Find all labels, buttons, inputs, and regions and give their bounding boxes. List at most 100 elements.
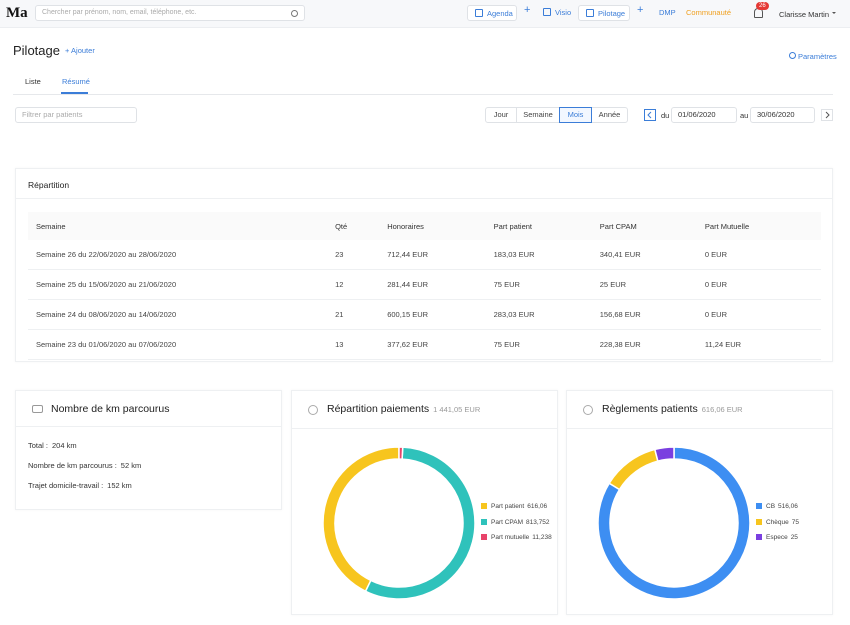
table-row: Semaine 26 du 22/06/2020 au 28/06/2020 23… — [28, 240, 821, 270]
next-period[interactable] — [821, 109, 833, 121]
nav-dmp[interactable]: DMP — [659, 5, 676, 21]
tab-underline — [61, 92, 88, 94]
card-icon — [583, 405, 593, 415]
table-cell: Semaine 26 du 22/06/2020 au 28/06/2020 — [28, 240, 336, 270]
legend-swatch — [481, 534, 487, 540]
table-cell: 0 EUR — [704, 269, 821, 300]
legend-value: 75 — [791, 518, 800, 526]
add-button[interactable]: + Ajouter — [65, 46, 95, 55]
arrow-icon — [647, 111, 652, 119]
table-cell: 0 EUR — [704, 240, 821, 270]
filter-placeholder: Filtrer par patients — [22, 110, 83, 119]
settings-icon — [789, 52, 796, 59]
column-header: Honoraires — [387, 212, 494, 240]
car-icon — [32, 405, 43, 413]
repartition-table: Semaine Qté Honoraires Part patient Part CPA… — [28, 212, 821, 360]
notification-badge: 26 — [756, 2, 769, 10]
km-item: Total :204 km — [28, 441, 77, 450]
legend-value: 813,752 — [526, 518, 550, 526]
table-cell: Semaine 25 du 15/06/2020 au 21/06/2020 — [28, 269, 336, 300]
donut-chart — [322, 446, 476, 600]
period-button[interactable]: Semaine — [516, 107, 560, 123]
table-cell: 377,62 EUR — [387, 329, 494, 360]
card-title-row: Répartition paiements 1 441,05 EUR — [327, 403, 480, 415]
from-date[interactable]: 01/06/2020 — [671, 107, 737, 123]
legend-label: Part mutuelle — [491, 534, 530, 541]
card-divider — [292, 428, 557, 429]
to-date[interactable]: 30/06/2020 — [750, 107, 815, 123]
km-value: 152 km — [107, 481, 132, 490]
tab[interactable]: Liste — [25, 77, 41, 86]
legend-swatch — [481, 503, 487, 509]
tab-divider — [13, 94, 833, 95]
date-text: 01/06/2020 — [678, 110, 716, 119]
column-header: Part Mutuelle — [704, 212, 821, 240]
from-label: du — [661, 111, 670, 120]
nav-visio[interactable]: Visio — [536, 5, 576, 21]
previous-period[interactable] — [644, 109, 656, 121]
legend-swatch — [756, 534, 762, 540]
search-box[interactable]: Chercher par prénom, nom, email, télépho… — [35, 5, 305, 21]
arrow-icon — [825, 111, 830, 119]
table-cell: 75 EUR — [493, 329, 600, 360]
table-cell: Semaine 23 du 01/06/2020 au 07/06/2020 — [28, 329, 336, 360]
period-button[interactable]: Jour — [485, 107, 517, 123]
nav-pilotage[interactable]: Pilotage — [578, 5, 630, 21]
legend-item: Espece 25 — [756, 534, 798, 541]
period-button[interactable]: Année — [591, 107, 628, 123]
donut-slice — [364, 446, 476, 600]
donut-slice — [653, 446, 675, 462]
table-cell: 12 — [335, 269, 388, 300]
table-cell: 75 EUR — [493, 269, 600, 300]
legend-item: Part patient 616,06 — [481, 503, 547, 510]
legend-label: Part patient — [491, 503, 525, 510]
donut-chart — [597, 446, 751, 600]
card-title: Répartition — [28, 180, 70, 190]
card-divider — [16, 426, 281, 427]
donut-slice — [322, 446, 400, 593]
add-pilotage[interactable]: + — [637, 4, 644, 16]
table-cell: 156,68 EUR — [599, 299, 705, 330]
legend-swatch — [756, 518, 762, 525]
date-text: 30/06/2020 — [757, 110, 795, 119]
legend-label: Espece — [766, 534, 788, 541]
table-row: Semaine 23 du 01/06/2020 au 07/06/2020 13… — [28, 329, 821, 360]
donut-slice — [608, 448, 659, 491]
nav-label: Visio — [555, 8, 572, 17]
legend-item: Part CPAM 813,752 — [481, 518, 550, 526]
user-caret[interactable] — [832, 12, 836, 16]
nav-agenda[interactable]: Agenda — [467, 5, 517, 21]
donut-slice — [597, 446, 751, 600]
settings-link[interactable]: Paramètres — [798, 52, 837, 61]
repartition-card: Répartition Semaine Qté Honoraires Part pat… — [15, 168, 833, 362]
km-item: Trajet domicile-travail :152 km — [28, 481, 132, 490]
legend-label: Chèque — [766, 518, 789, 526]
card-title: Répartition paiements — [327, 403, 430, 415]
filter-input[interactable]: Filtrer par patients — [15, 107, 137, 123]
legend-value: 516,06 — [778, 503, 798, 510]
page-title: Pilotage — [13, 43, 60, 58]
km-card: Nombre de km parcourus Total :204 km Nomb… — [15, 390, 282, 510]
km-label: Total : — [28, 441, 49, 450]
donut-slice — [398, 446, 404, 460]
period-button-active[interactable]: Mois — [559, 107, 592, 123]
table-cell: 340,41 EUR — [599, 240, 705, 270]
table-cell: 0 EUR — [704, 299, 821, 330]
table-cell: Semaine 24 du 08/06/2020 au 14/06/2020 — [28, 299, 336, 330]
legend-swatch — [481, 518, 487, 525]
nav-communaute[interactable]: Communauté — [686, 5, 731, 21]
table-cell: 600,15 EUR — [387, 299, 494, 330]
table-cell: 283,03 EUR — [493, 299, 600, 330]
add-agenda[interactable]: + — [524, 4, 531, 16]
user-menu[interactable]: Clarisse Martin — [779, 10, 830, 19]
logo[interactable]: Ma — [6, 5, 28, 21]
tab-active[interactable]: Résumé — [62, 77, 90, 86]
column-header: Part CPAM — [599, 212, 705, 240]
card-divider — [16, 198, 832, 199]
chart-card: Règlements patients 616,06 EUR CB 516,06 Chè… — [566, 390, 833, 615]
legend-value: 11,238 — [532, 534, 552, 541]
table-cell: 23 — [335, 240, 388, 270]
card-total: 1 441,05 EUR — [433, 405, 481, 414]
column-header: Part patient — [493, 212, 600, 240]
